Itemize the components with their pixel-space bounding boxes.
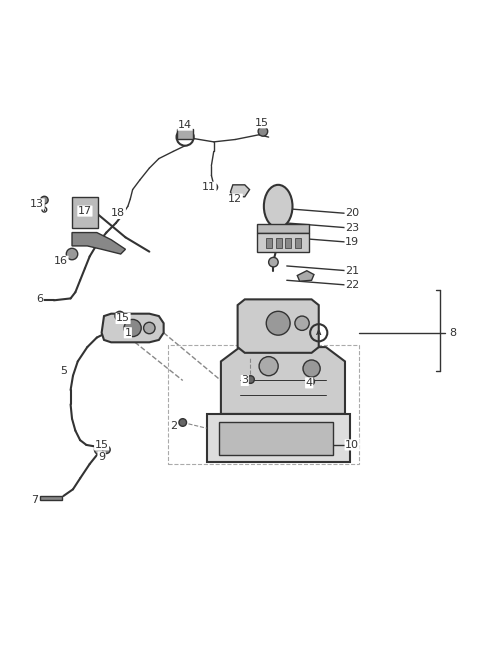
Text: 2: 2	[169, 421, 177, 431]
Text: 20: 20	[345, 209, 359, 218]
Circle shape	[179, 419, 187, 426]
Text: 5: 5	[60, 366, 67, 376]
Circle shape	[295, 316, 309, 331]
Polygon shape	[72, 233, 125, 254]
Bar	[295, 238, 300, 248]
Text: 15: 15	[95, 440, 108, 450]
Polygon shape	[257, 233, 309, 252]
Circle shape	[103, 446, 110, 453]
Text: 17: 17	[78, 206, 92, 216]
Circle shape	[124, 319, 141, 337]
Circle shape	[247, 376, 254, 383]
Text: A: A	[182, 134, 188, 140]
Circle shape	[144, 322, 155, 334]
Circle shape	[95, 445, 104, 455]
Bar	[257, 224, 309, 233]
Text: 6: 6	[36, 295, 43, 304]
Bar	[266, 238, 272, 248]
Text: 1: 1	[124, 328, 132, 338]
Circle shape	[115, 312, 124, 321]
Text: 8: 8	[449, 328, 456, 338]
Text: 13: 13	[30, 199, 44, 209]
Circle shape	[269, 257, 278, 267]
Text: 15: 15	[116, 314, 130, 323]
Bar	[72, 197, 98, 228]
Polygon shape	[230, 185, 250, 197]
Polygon shape	[206, 414, 350, 462]
Bar	[218, 422, 333, 455]
Circle shape	[259, 357, 278, 376]
Text: 11: 11	[202, 182, 216, 192]
Text: 10: 10	[345, 440, 359, 450]
Bar	[168, 344, 360, 464]
Text: 4: 4	[306, 378, 313, 388]
Text: A: A	[316, 330, 322, 336]
Bar	[276, 238, 281, 248]
Polygon shape	[102, 314, 164, 342]
Text: 14: 14	[178, 120, 192, 130]
Circle shape	[266, 312, 290, 335]
Text: 15: 15	[254, 118, 268, 128]
Text: 23: 23	[345, 223, 359, 233]
Polygon shape	[39, 496, 62, 500]
Circle shape	[40, 196, 48, 204]
Circle shape	[258, 127, 268, 136]
Text: 22: 22	[345, 280, 359, 290]
Polygon shape	[238, 299, 319, 353]
Bar	[177, 129, 193, 140]
Ellipse shape	[264, 185, 292, 228]
Polygon shape	[221, 347, 345, 414]
Circle shape	[210, 184, 217, 191]
Circle shape	[303, 360, 320, 377]
Text: 12: 12	[228, 194, 242, 204]
Polygon shape	[297, 271, 314, 281]
Bar	[285, 238, 291, 248]
Text: 7: 7	[31, 495, 38, 505]
Text: 21: 21	[345, 266, 359, 276]
Circle shape	[307, 378, 314, 385]
Text: 3: 3	[241, 375, 248, 386]
Text: 9: 9	[98, 452, 105, 462]
Text: 19: 19	[345, 237, 359, 247]
Text: 18: 18	[111, 209, 125, 218]
Text: 16: 16	[54, 256, 68, 266]
Circle shape	[66, 249, 78, 260]
